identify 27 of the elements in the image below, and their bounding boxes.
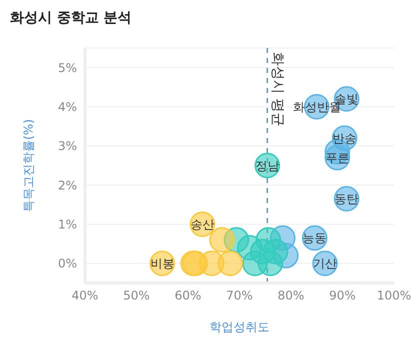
- series-label: 비봉: [150, 256, 174, 271]
- point: [262, 238, 288, 264]
- y-tick-label: 5%: [58, 60, 77, 75]
- point: [217, 250, 243, 276]
- y-tick-label: 0%: [58, 256, 77, 271]
- x-tick-label: 80%: [278, 288, 304, 303]
- ref-line-label: 화성시 평균: [269, 52, 286, 126]
- series-label: 기산: [312, 256, 337, 271]
- series-label: 반송: [332, 131, 357, 146]
- x-tick-label: 70%: [226, 288, 253, 303]
- series-label: 정남: [255, 158, 280, 173]
- series-label: 능동: [302, 231, 327, 246]
- x-tick-label: 60%: [174, 288, 202, 303]
- x-tick-label: 90%: [329, 288, 356, 303]
- series-label: 동탄: [334, 192, 359, 206]
- series-label: 송산: [190, 218, 214, 232]
- y-tick-label: 3%: [58, 139, 77, 154]
- x-tick-label: 40%: [72, 288, 98, 303]
- y-tick-label: 1%: [58, 218, 77, 232]
- x-tick-label: 50%: [123, 288, 150, 303]
- series-label: 푸른: [325, 150, 350, 165]
- y-tick-label: 2%: [58, 178, 77, 192]
- x-axis-title: 학업성취도: [210, 320, 270, 334]
- y-axis-title: 특목고진학률(%): [21, 119, 36, 212]
- x-tick-label: 100%: [376, 288, 412, 303]
- y-tick-label: 4%: [58, 100, 77, 114]
- chart-title: 화성시 중학교 분석: [9, 9, 133, 28]
